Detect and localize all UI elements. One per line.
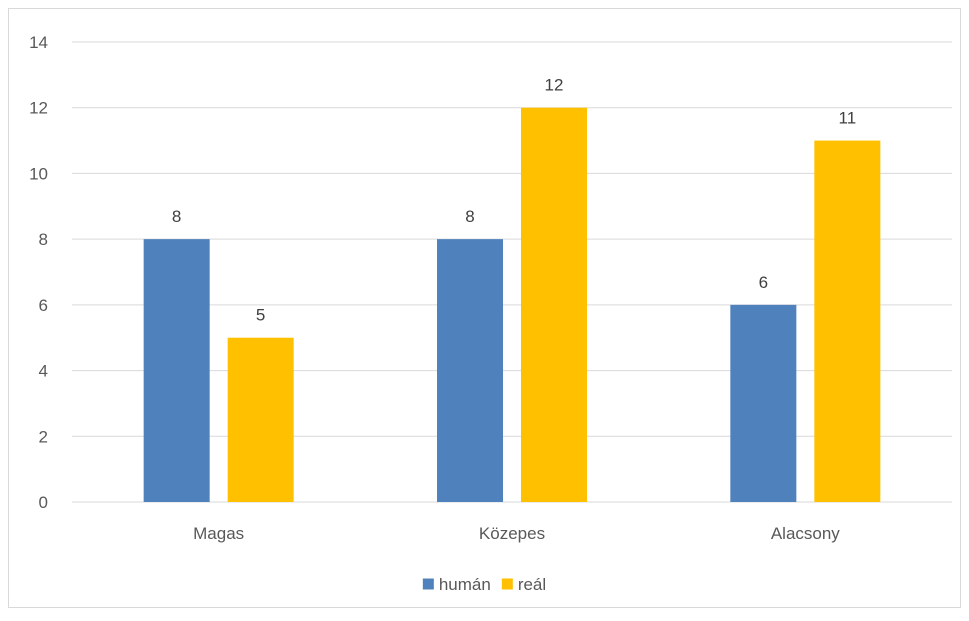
data-label: 12 [545, 76, 564, 95]
bar-reál-Közepes[interactable] [521, 107, 587, 502]
y-axis: 0 2 4 6 8 10 12 14 [29, 33, 48, 512]
legend-swatch-reál [501, 578, 513, 590]
y-tick-label: 6 [39, 296, 48, 315]
data-labels: 8 5 8 12 6 11 [172, 76, 856, 325]
y-tick-label: 12 [29, 99, 48, 118]
y-tick-label: 4 [39, 362, 48, 381]
y-tick-label: 0 [39, 493, 48, 512]
bar-humán-Közepes[interactable] [437, 239, 503, 502]
y-tick-label: 2 [39, 427, 48, 446]
data-label: 6 [759, 273, 768, 292]
x-axis: Magas Közepes Alacsony [193, 524, 840, 543]
bar-humán-Alacsony[interactable] [730, 304, 797, 502]
data-label: 5 [256, 306, 265, 325]
y-tick-label: 14 [29, 33, 48, 52]
data-label: 8 [465, 207, 474, 226]
legend-swatch-humán [422, 578, 434, 590]
data-label: 8 [172, 207, 181, 226]
data-label: 11 [839, 109, 857, 128]
legend-label: reál [518, 575, 546, 594]
y-tick-label: 8 [39, 230, 48, 249]
x-tick-label: Alacsony [771, 524, 840, 543]
bar-reál-Alacsony[interactable] [814, 140, 881, 503]
y-tick-label: 10 [29, 164, 48, 183]
legend-label: humán [439, 575, 491, 594]
bar-reál-Magas[interactable] [227, 337, 294, 502]
legend[interactable]: humán reál [422, 575, 546, 594]
gridlines [72, 41, 952, 503]
x-tick-label: Közepes [479, 524, 545, 543]
bars [143, 107, 881, 503]
bar-humán-Magas[interactable] [143, 239, 210, 502]
x-tick-label: Magas [193, 524, 244, 543]
